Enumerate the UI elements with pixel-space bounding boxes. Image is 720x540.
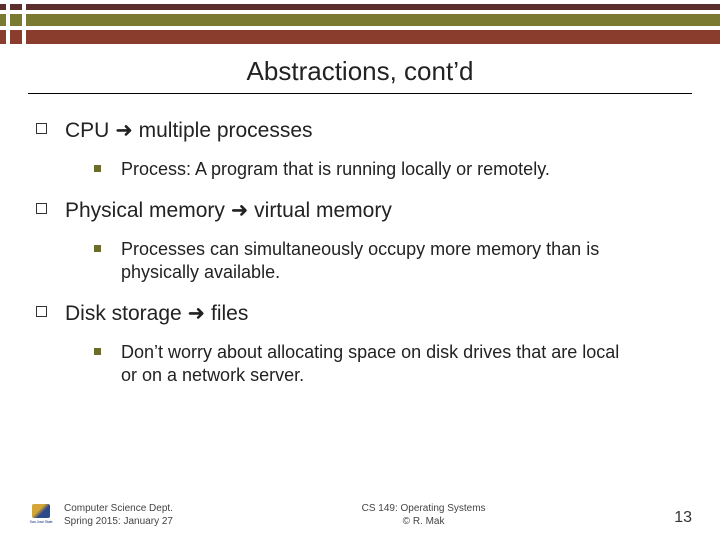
bullet-text-before: CPU xyxy=(65,119,115,142)
decorative-top-bars xyxy=(0,0,720,44)
footer-dept: Computer Science Dept. Spring 2015: Janu… xyxy=(64,503,173,528)
footer-course: CS 149: Operating Systems © R. Mak xyxy=(173,503,674,528)
sub-bullet-text: Process: A program that is running local… xyxy=(121,158,550,181)
footer-course-line1: CS 149: Operating Systems xyxy=(173,503,674,516)
bullet-text-before: Physical memory xyxy=(65,199,231,222)
slide-body: CPU ➜ multiple processes Process: A prog… xyxy=(0,94,720,388)
arrow-icon: ➜ xyxy=(231,199,249,222)
bullet-item: Disk storage ➜ files Don’t worry about a… xyxy=(36,301,692,388)
bullet-text-before: Disk storage xyxy=(65,302,188,325)
footer-course-line2: © R. Mak xyxy=(173,516,674,529)
sub-bullet-text: Don’t worry about allocating space on di… xyxy=(121,341,621,388)
sub-bullet-item: Processes can simultaneously occupy more… xyxy=(94,238,692,285)
university-logo-icon: San José State xyxy=(28,500,54,528)
logo-text: San José State xyxy=(30,519,53,524)
footer-dept-line2: Spring 2015: January 27 xyxy=(64,516,173,529)
slide-footer: San José State Computer Science Dept. Sp… xyxy=(28,500,692,528)
bullet-text-after: files xyxy=(205,302,248,325)
slide-title: Abstractions, cont’d xyxy=(0,44,720,91)
small-square-bullet-icon xyxy=(94,245,101,252)
square-bullet-icon xyxy=(36,123,47,134)
square-bullet-icon xyxy=(36,306,47,317)
arrow-icon: ➜ xyxy=(188,302,206,325)
bullet-item: Physical memory ➜ virtual memory Process… xyxy=(36,198,692,285)
sub-bullet-text: Processes can simultaneously occupy more… xyxy=(121,238,621,285)
bullet-text-after: multiple processes xyxy=(133,119,313,142)
bullet-text: Physical memory ➜ virtual memory xyxy=(65,198,392,224)
footer-dept-line1: Computer Science Dept. xyxy=(64,503,173,516)
bullet-text: CPU ➜ multiple processes xyxy=(65,118,313,144)
small-square-bullet-icon xyxy=(94,348,101,355)
sub-bullet-item: Process: A program that is running local… xyxy=(94,158,692,181)
small-square-bullet-icon xyxy=(94,165,101,172)
arrow-icon: ➜ xyxy=(115,119,133,142)
square-bullet-icon xyxy=(36,203,47,214)
slide-number: 13 xyxy=(674,508,692,528)
bullet-text-after: virtual memory xyxy=(248,199,392,222)
bullet-text: Disk storage ➜ files xyxy=(65,301,248,327)
sub-bullet-item: Don’t worry about allocating space on di… xyxy=(94,341,692,388)
bullet-item: CPU ➜ multiple processes Process: A prog… xyxy=(36,118,692,182)
